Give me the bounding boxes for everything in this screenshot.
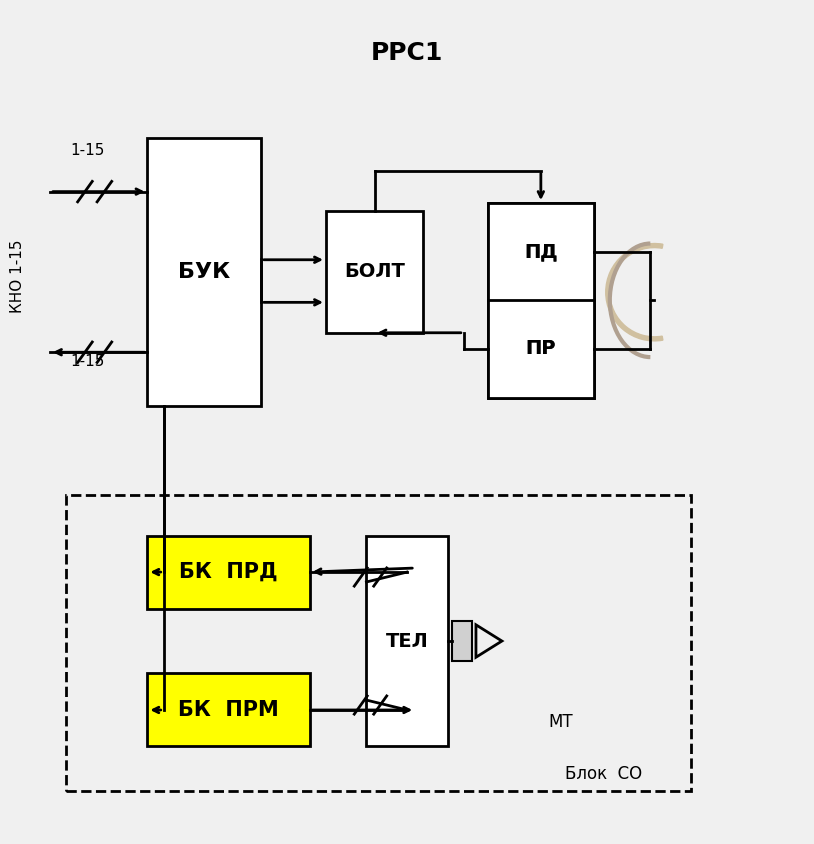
FancyBboxPatch shape [366,536,448,746]
Text: МТ: МТ [549,713,573,731]
Text: ПР: ПР [526,339,556,359]
Text: ПД: ПД [524,242,558,261]
Text: КНО 1-15: КНО 1-15 [10,239,25,313]
FancyBboxPatch shape [147,138,261,406]
FancyBboxPatch shape [488,203,593,300]
Text: БУК: БУК [178,262,230,282]
Text: ТЕЛ: ТЕЛ [386,631,428,651]
Text: РРС1: РРС1 [371,41,443,65]
Text: Блок  СО: Блок СО [565,765,642,783]
FancyBboxPatch shape [147,536,309,609]
Text: ПД: ПД [524,242,558,261]
Wedge shape [606,244,663,341]
FancyBboxPatch shape [488,300,593,398]
FancyBboxPatch shape [452,620,472,662]
Text: БОЛТ: БОЛТ [344,262,405,281]
Text: БК  ПРД: БК ПРД [179,562,278,582]
FancyBboxPatch shape [488,203,593,398]
Text: 1-15: 1-15 [70,354,105,369]
FancyBboxPatch shape [326,211,423,333]
Text: БК  ПРМ: БК ПРМ [178,700,279,720]
Text: ПР: ПР [526,339,556,359]
Text: 1-15: 1-15 [70,143,105,158]
FancyBboxPatch shape [147,674,309,746]
